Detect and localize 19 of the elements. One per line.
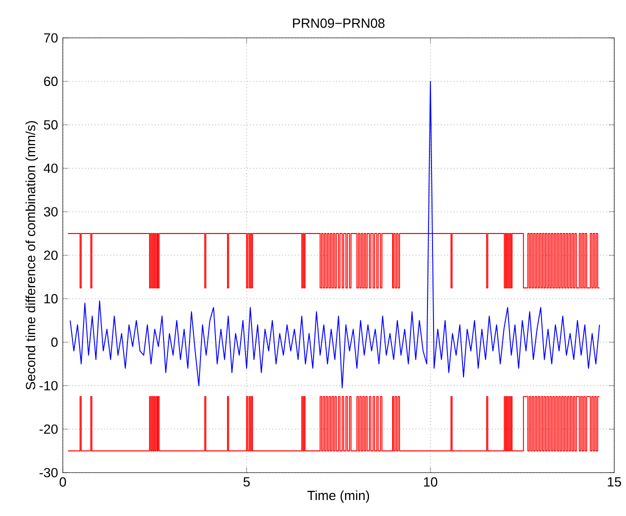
x-tick-label: 15 — [608, 478, 622, 487]
y-tick-label: 60 — [44, 76, 58, 86]
y-tick-label: -10 — [40, 381, 58, 391]
x-tick-label: 5 — [243, 478, 250, 487]
y-tick-label: 10 — [44, 294, 58, 304]
y-tick-label: 30 — [44, 207, 58, 217]
y-tick-label: 50 — [44, 120, 58, 130]
chart-title: PRN09−PRN08 — [293, 18, 384, 28]
x-tick-label: 10 — [424, 478, 438, 487]
y-tick-label: 0 — [51, 338, 58, 348]
x-tick-label: 0 — [60, 478, 66, 487]
line-series — [70, 81, 600, 389]
y-tick-label: 40 — [44, 164, 58, 174]
y-tick-label: -30 — [40, 468, 58, 478]
y-axis-title: Second time difference of combination (mm/s) — [26, 121, 38, 390]
y-tick-label: 20 — [44, 250, 58, 260]
y-tick-label: -20 — [40, 424, 58, 434]
y-tick-label: 70 — [44, 33, 58, 43]
x-axis-title: Time (min) — [307, 490, 370, 504]
